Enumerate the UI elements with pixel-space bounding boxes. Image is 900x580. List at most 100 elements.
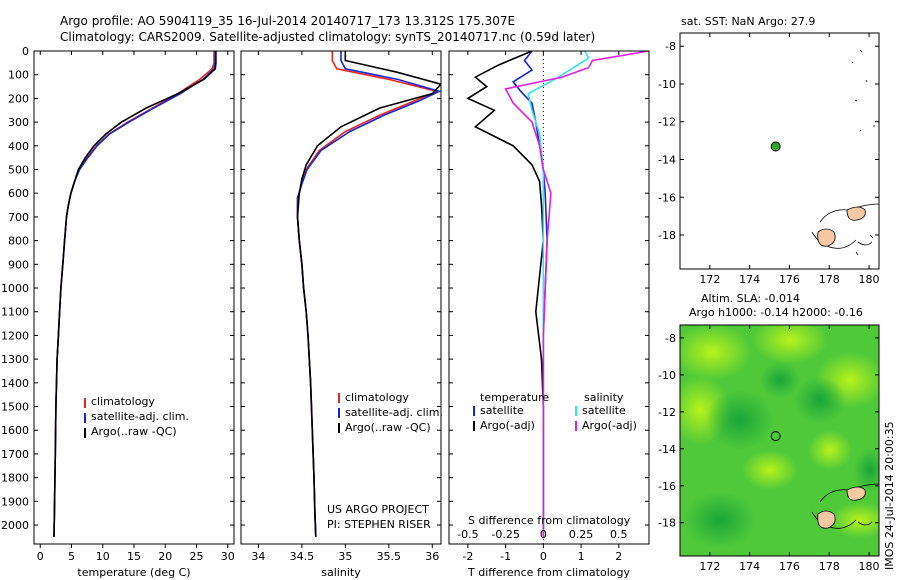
- x-tick-label: 34.5: [290, 550, 315, 563]
- map-y-tick-label: -8: [665, 40, 676, 53]
- y-tick-label: 1200: [1, 329, 29, 342]
- sla-map-frame: [679, 324, 880, 557]
- series-lines: [53, 51, 217, 537]
- x-tick-label: 15: [127, 550, 141, 563]
- x-tick-label: 5: [68, 550, 75, 563]
- legend-label: satellite: [582, 404, 626, 417]
- x-tick-label: 10: [96, 550, 110, 563]
- x-top-tick-label: -0.25: [491, 528, 519, 541]
- map-axes: 172 174 176 178 180 -8 -10 -12 -14 -16 -18 172 174 17…: [658, 33, 880, 573]
- map-x-tick-label: 174: [739, 560, 760, 573]
- series-line-argo-raw-qc-: [296, 51, 441, 537]
- y-tick-label: 0: [22, 45, 29, 58]
- series-lines: [466, 51, 649, 537]
- map-y-tick-label: -8: [665, 332, 676, 345]
- sla-map-land: [817, 510, 836, 529]
- sst-map-title: sat. SST: NaN Argo: 27.9: [681, 15, 815, 28]
- figure-title-line2: Climatology: CARS2009. Satellite-adjuste…: [60, 30, 595, 44]
- figure-title-line1: Argo profile: AO 5904119_35 16-Jul-2014 …: [60, 14, 515, 28]
- x-tick-label: 0: [540, 550, 547, 563]
- series-line-satellite-adj-clim-: [296, 51, 441, 537]
- legend-label: Argo(..raw -QC): [91, 425, 177, 438]
- sst-map-frame: [679, 32, 880, 270]
- map-x-tick-label: 180: [859, 273, 880, 286]
- map-y-tick-label: -18: [658, 517, 676, 530]
- series-line-argo-adj-: [466, 51, 545, 537]
- map-x-tick-label: 180: [859, 560, 880, 573]
- x-tick-label: -2: [462, 550, 473, 563]
- sla-map-land: [846, 486, 866, 501]
- x-top-tick-label: 0: [540, 528, 547, 541]
- x-tick-label: 35: [338, 550, 352, 563]
- timestamp: IMOS 24-Jul-2014 20:00:35: [883, 421, 896, 570]
- panel-frame: [240, 50, 442, 545]
- legend-label: satellite-adj. clim.: [91, 410, 189, 423]
- legend-label: satellite: [480, 404, 524, 417]
- y-tick-label: 1600: [1, 424, 29, 437]
- sla-map-field: [680, 325, 879, 556]
- sla-map: Altim. SLA: -0.014 Argo h1000: -0.14 h20…: [679, 292, 880, 557]
- series-line-satellite: [512, 51, 548, 537]
- x-top-tick-label: 0.25: [569, 528, 594, 541]
- legend-label: satellite-adj. clim.: [345, 406, 443, 419]
- y-tick-label: 1800: [1, 472, 29, 485]
- x-tick-label: 25: [190, 550, 204, 563]
- map-y-tick-label: -12: [658, 406, 676, 419]
- y-tick-label: 300: [8, 116, 29, 129]
- map-x-tick-label: 172: [699, 560, 720, 573]
- credit-pi: PI: STEPHEN RISER: [327, 518, 431, 531]
- y-tick-label: 1400: [1, 377, 29, 390]
- sla-map-title-line2: Argo h1000: -0.14 h2000: -0.16: [689, 306, 863, 319]
- map-x-tick-label: 178: [819, 273, 840, 286]
- map-y-tick-label: -12: [658, 116, 676, 129]
- legend-group-temperature: temperature: [480, 391, 549, 404]
- panel-frame: [448, 50, 650, 545]
- y-tick-label: 700: [8, 211, 29, 224]
- series-line-satellite: [527, 51, 590, 537]
- series-line-climatology: [53, 51, 215, 537]
- x-tick-label: 36: [425, 550, 439, 563]
- x-tick-label: 2: [615, 550, 622, 563]
- x-top-tick-label: 0.5: [610, 528, 628, 541]
- panel-frame: [33, 50, 235, 545]
- salinity-legend: climatology satellite-adj. clim. Argo(..…: [327, 391, 443, 531]
- y-tick-label: 600: [8, 187, 29, 200]
- map-x-tick-label: 172: [699, 273, 720, 286]
- legend-label: Argo(-adj): [480, 419, 535, 432]
- legend-label: Argo(..raw -QC): [345, 421, 431, 434]
- series-line-satellite-adj-clim-: [53, 51, 217, 537]
- y-tick-label: 1100: [1, 306, 29, 319]
- map-x-tick-label: 176: [779, 560, 800, 573]
- x-top-tick-label: -0.5: [457, 528, 478, 541]
- sla-map-title-line1: Altim. SLA: -0.014: [701, 292, 800, 305]
- x-axis-label: temperature (deg C): [77, 566, 190, 579]
- x-tick-label: 35.5: [377, 550, 402, 563]
- y-tick-label: 1000: [1, 282, 29, 295]
- map-y-tick-label: -16: [658, 480, 676, 493]
- legend-group-salinity: salinity: [584, 391, 624, 404]
- sst-map-land: [817, 228, 836, 247]
- y-tick-label: 1700: [1, 448, 29, 461]
- y-tick-label: 500: [8, 164, 29, 177]
- sst-map-land: [846, 206, 866, 221]
- y-tick-label: 2000: [1, 519, 29, 532]
- y-tick-label: 400: [8, 140, 29, 153]
- x-tick-label: 1: [578, 550, 585, 563]
- y-tick-label: 1900: [1, 495, 29, 508]
- x-tick-label: -1: [500, 550, 511, 563]
- series-line-argo-adj-: [504, 51, 649, 537]
- x-tick-label: 30: [221, 550, 235, 563]
- y-tick-label: 100: [8, 69, 29, 82]
- series-line-argo-raw-qc-: [53, 51, 217, 537]
- y-tick-label: 800: [8, 235, 29, 248]
- temperature-legend: climatology satellite-adj. clim. Argo(..…: [84, 395, 189, 438]
- x-tick-label: 0: [37, 550, 44, 563]
- x-tick-label: 20: [158, 550, 172, 563]
- map-x-tick-label: 174: [739, 273, 760, 286]
- sst-map-coastline: [811, 49, 880, 256]
- map-y-tick-label: -10: [658, 369, 676, 382]
- temperature-panel: 0 5 10 15 20 25 30 temperature (deg C) 0 100 200 30…: [1, 45, 235, 579]
- difference-panel: -2 -1 0 1 2 -0.5 -0.25 0 0.25 0.5 T difference fro…: [448, 50, 650, 579]
- y-tick-label: 200: [8, 92, 29, 105]
